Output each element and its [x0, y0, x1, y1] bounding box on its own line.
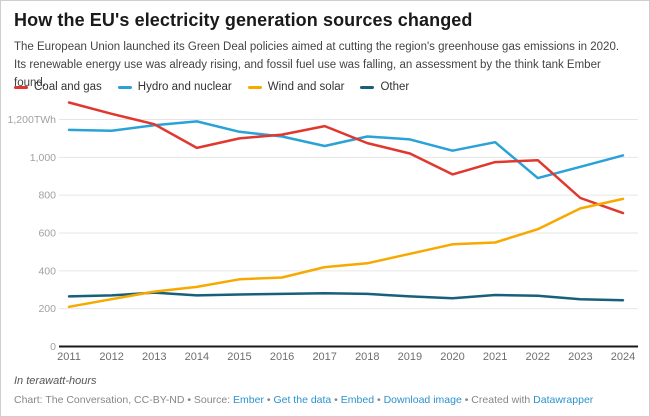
- y-axis-label-1200: 1,200TWh: [8, 114, 57, 126]
- byline-text: • Created with: [461, 394, 534, 406]
- byline-text: Chart: The Conversation, CC-BY-ND • Sour…: [14, 394, 234, 406]
- y-axis-label-400: 400: [38, 265, 56, 277]
- legend-swatch: [360, 85, 375, 89]
- y-axis-label-1000: 1,000: [30, 152, 56, 164]
- link-datawrapper[interactable]: Datawrapper: [533, 394, 594, 406]
- y-axis-label-200: 200: [38, 303, 56, 315]
- chart-legend: Coal and gas Hydro and nuclear Wind and so…: [14, 81, 409, 93]
- link-get-the-data[interactable]: Get the data: [273, 394, 332, 406]
- chart-subtitle: The European Union launched its Green De…: [14, 41, 620, 89]
- legend-item-hydro-and-nuclear: Hydro and nuclear: [117, 81, 232, 93]
- byline-text: •: [263, 394, 274, 406]
- y-axis-label-0: 0: [50, 341, 56, 353]
- legend-item-wind-and-solar: Wind and solar: [247, 81, 345, 93]
- x-axis-label-2019: 2019: [398, 351, 422, 363]
- legend-item-other: Other: [360, 81, 409, 93]
- series-line-hydro-and-nuclear: [67, 120, 625, 180]
- x-axis-label-2016: 2016: [270, 351, 294, 363]
- x-axis-label-2023: 2023: [568, 351, 592, 363]
- x-axis-label-2012: 2012: [99, 351, 123, 363]
- legend-swatch: [117, 85, 132, 89]
- x-axis-label-2022: 2022: [526, 351, 550, 363]
- byline-text: •: [331, 394, 341, 406]
- legend-item-coal-and-gas: Coal and gas: [14, 81, 102, 93]
- x-axis-label-2015: 2015: [227, 351, 251, 363]
- series-line-other: [67, 291, 625, 302]
- legend-label: Other: [380, 81, 410, 93]
- byline-text: •: [374, 394, 384, 406]
- y-axis-label-800: 800: [38, 190, 56, 202]
- series-line-coal-and-gas: [67, 101, 625, 215]
- unit-note: In terawatt-hours: [14, 375, 97, 387]
- line-chart: 0 200 400 600 800 1,000 1,200TWh 2011 2012 2013 20…: [8, 101, 638, 363]
- byline: Chart: The Conversation, CC-BY-ND • Sour…: [14, 394, 644, 406]
- legend-swatch: [14, 85, 28, 89]
- legend-label: Hydro and nuclear: [137, 81, 232, 93]
- link-embed[interactable]: Embed: [340, 394, 375, 406]
- legend-label: Coal and gas: [34, 81, 102, 93]
- x-axis-label-2021: 2021: [483, 351, 507, 363]
- link-download-image[interactable]: Download image: [383, 394, 462, 406]
- x-axis-label-2018: 2018: [355, 351, 379, 363]
- x-axis-label-2017: 2017: [312, 351, 336, 363]
- link-ember[interactable]: Ember: [233, 394, 264, 406]
- legend-swatch: [247, 85, 262, 89]
- x-axis-label-2020: 2020: [440, 351, 464, 363]
- x-axis-label-2014: 2014: [185, 351, 209, 363]
- x-axis-label-2024: 2024: [611, 351, 635, 363]
- y-axis-label-600: 600: [38, 228, 56, 240]
- legend-label: Wind and solar: [267, 81, 345, 93]
- x-axis-label-2011: 2011: [57, 351, 81, 363]
- x-axis-label-2013: 2013: [142, 351, 166, 363]
- page-title: How the EU's electricity generation sour…: [14, 10, 473, 30]
- series-line-wind-and-solar: [67, 197, 625, 309]
